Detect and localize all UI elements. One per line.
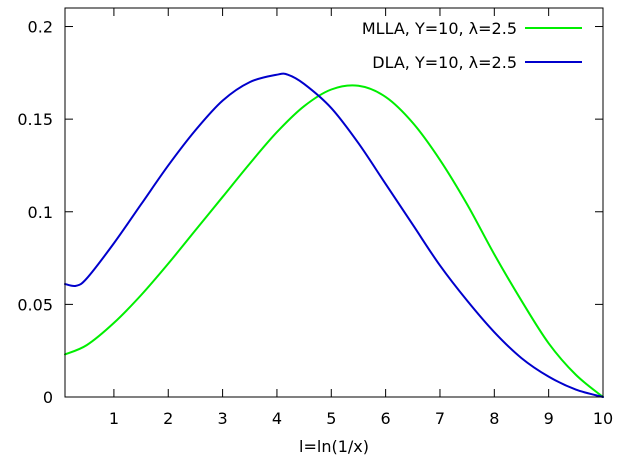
legend-label-mlla: MLLA, Y=10, λ=2.5	[362, 19, 517, 38]
y-tick-label: 0.1	[28, 203, 53, 222]
x-tick-label: 4	[272, 409, 282, 428]
legend: MLLA, Y=10, λ=2.5 DLA, Y=10, λ=2.5	[362, 19, 582, 72]
x-tick-label: 3	[218, 409, 228, 428]
x-tick-label: 6	[381, 409, 391, 428]
series-line-mlla	[64, 84, 604, 398]
y-tick-label: 0.05	[17, 295, 53, 314]
x-tick-label: 1	[109, 409, 119, 428]
axes-layer: 1 2 3 4 5 6 7 8 9 10 0 0.05 0.1 0.15 0.2	[17, 8, 613, 428]
y-tick-label: 0.15	[17, 110, 53, 129]
series-layer	[64, 72, 604, 398]
x-tick-label: 5	[326, 409, 336, 428]
legend-label-dla: DLA, Y=10, λ=2.5	[372, 53, 517, 72]
y-tick-label: 0	[43, 388, 53, 407]
plot-frame	[64, 7, 604, 398]
x-tick-label: 7	[435, 409, 445, 428]
x-tick-label: 2	[163, 409, 173, 428]
x-tick-label: 8	[489, 409, 499, 428]
x-tick-label: 9	[544, 409, 554, 428]
x-tick-label: 10	[593, 409, 613, 428]
series-line-dla	[64, 72, 604, 398]
x-axis-label: l=ln(1/x)	[299, 437, 369, 456]
y-tick-label: 0.2	[28, 18, 53, 37]
